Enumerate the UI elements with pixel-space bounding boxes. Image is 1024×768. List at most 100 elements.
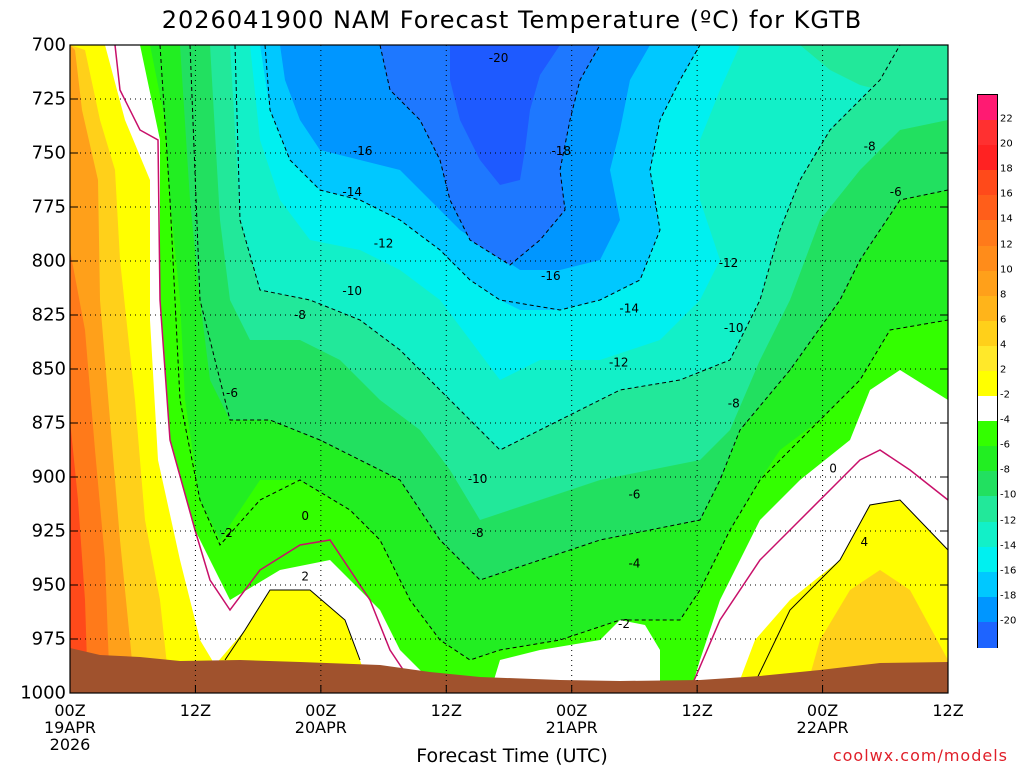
x-tick-label-line: 21APR <box>545 718 598 737</box>
colorbar-label: 12 <box>1000 239 1013 251</box>
colorbar-segment <box>978 295 997 322</box>
y-tick-label: 725 <box>31 88 66 110</box>
contour-label: -8 <box>728 397 740 411</box>
colorbar-segment <box>978 245 997 272</box>
colorbar-segment <box>978 521 997 548</box>
colorbar-segment <box>978 621 997 648</box>
contour-2-left <box>224 589 361 661</box>
contour-zero-right <box>689 449 948 691</box>
colorbar-label: -20 <box>1000 615 1017 627</box>
colorbar-label: -4 <box>1000 414 1010 426</box>
fill-gold-right <box>805 570 948 693</box>
contour-label: -10 <box>342 284 362 298</box>
axis-ticks <box>69 44 949 694</box>
x-tick-label-line: 12Z <box>681 701 713 720</box>
x-tick-label-line: 00Z <box>556 701 588 720</box>
x-tick-label: 12Z <box>180 702 211 719</box>
colorbar-segment <box>978 270 997 297</box>
contour-label: -16 <box>541 269 561 283</box>
contour-label: -14 <box>619 302 639 316</box>
fill-upperright-patch <box>800 45 948 100</box>
contour-label-group: -20-18-16-16-14-14-12-12-12-10-10-10-8-8… <box>221 51 902 631</box>
x-tick-label-line: 2026 <box>49 735 91 754</box>
y-tick-label: 875 <box>31 412 66 434</box>
contour-label: -16 <box>353 144 373 158</box>
colorbar-label: -10 <box>1000 489 1017 501</box>
colorbar-label: 20 <box>1000 138 1013 150</box>
fill-white-mid <box>490 620 660 693</box>
colorbar-label: 18 <box>1000 163 1013 175</box>
contour-minus10 <box>234 45 901 451</box>
x-tick-label-line: 20APR <box>294 718 347 737</box>
x-tick-label-line: 00Z <box>305 701 337 720</box>
x-tick-label: 00Z 21APR <box>546 702 598 736</box>
colorbar-label: 2 <box>1000 364 1007 376</box>
contour-4-right <box>749 499 948 693</box>
colorbar-label: -12 <box>1000 515 1017 527</box>
colorbar-segment <box>978 145 997 172</box>
colorbar-segment <box>978 170 997 197</box>
x-tick-label: 12Z <box>431 702 462 719</box>
colorbar-label: 8 <box>1000 289 1007 301</box>
x-tick-label-line: 12Z <box>430 701 462 720</box>
contour-label: -18 <box>551 144 571 158</box>
contour-zero-left <box>114 45 411 681</box>
y-tick-label: 950 <box>31 574 66 596</box>
colorbar-segment <box>978 471 997 498</box>
x-tick-label-line: 22APR <box>796 718 849 737</box>
colorbar-label: -14 <box>1000 540 1017 552</box>
colorbar-label: 14 <box>1000 213 1013 225</box>
contour-label: 0 <box>829 461 837 475</box>
contour-label: -20 <box>489 51 509 65</box>
contour-minus14 <box>264 45 701 311</box>
chart-title: 2026041900 NAM Forecast Temperature (ºC)… <box>161 6 863 34</box>
ground-fill <box>70 648 948 693</box>
y-tick-label: 975 <box>31 628 66 650</box>
fill-red-left <box>70 420 88 693</box>
colorbar-segment <box>978 446 997 473</box>
contour-label: -12 <box>719 256 739 270</box>
contour-minus6 <box>189 45 948 581</box>
contour-label: -6 <box>226 386 238 400</box>
colorbar-label: -16 <box>1000 565 1017 577</box>
y-tick-label: 900 <box>31 466 66 488</box>
x-tick-label: 00Z 19APR 2026 <box>44 702 96 753</box>
y-tick-label: 925 <box>31 520 66 542</box>
colorbar-segment <box>978 421 997 448</box>
contour-label: 2 <box>301 569 309 583</box>
contour-label: -8 <box>472 526 484 540</box>
y-tick-label: 825 <box>31 304 66 326</box>
colorbar-segment <box>978 195 997 222</box>
y-tick-label: 1000 <box>20 682 66 704</box>
contour-label: 0 <box>301 509 309 523</box>
colorbar-segment <box>978 345 997 372</box>
fill-minus20 <box>450 45 560 185</box>
colorbar-segment <box>978 496 997 523</box>
x-tick-label: 00Z 20APR <box>295 702 347 736</box>
colorbar-label: -8 <box>1000 464 1010 476</box>
x-axis-title: Forecast Time (UTC) <box>416 745 608 767</box>
colorbar-label: -2 <box>1000 389 1010 401</box>
x-tick-label-line: 00Z <box>54 701 86 720</box>
contour-fill-group <box>70 45 948 693</box>
colorbar-label: -18 <box>1000 590 1017 602</box>
y-tick-label: 700 <box>31 34 66 56</box>
contour-label: -12 <box>609 356 629 370</box>
contour-minus2 <box>159 45 948 661</box>
contour-label: -6 <box>890 185 902 199</box>
colorbar-label: 16 <box>1000 188 1013 200</box>
colorbar-label: 6 <box>1000 314 1007 326</box>
colorbar-segment <box>978 371 997 397</box>
credit-text: coolwx.com/models <box>832 746 1008 765</box>
contour-minus18 <box>379 45 601 266</box>
colorbar-label: 10 <box>1000 264 1013 276</box>
colorbar-segment <box>978 320 997 347</box>
contour-label: -14 <box>342 185 362 199</box>
colorbar-segment <box>978 546 997 573</box>
contour-lines <box>114 45 948 693</box>
x-tick-label: 00Z 22APR <box>797 702 849 736</box>
colorbar-label: 22 <box>1000 113 1013 125</box>
colorbar-label: 4 <box>1000 339 1007 351</box>
colorbar-segment <box>978 220 997 247</box>
